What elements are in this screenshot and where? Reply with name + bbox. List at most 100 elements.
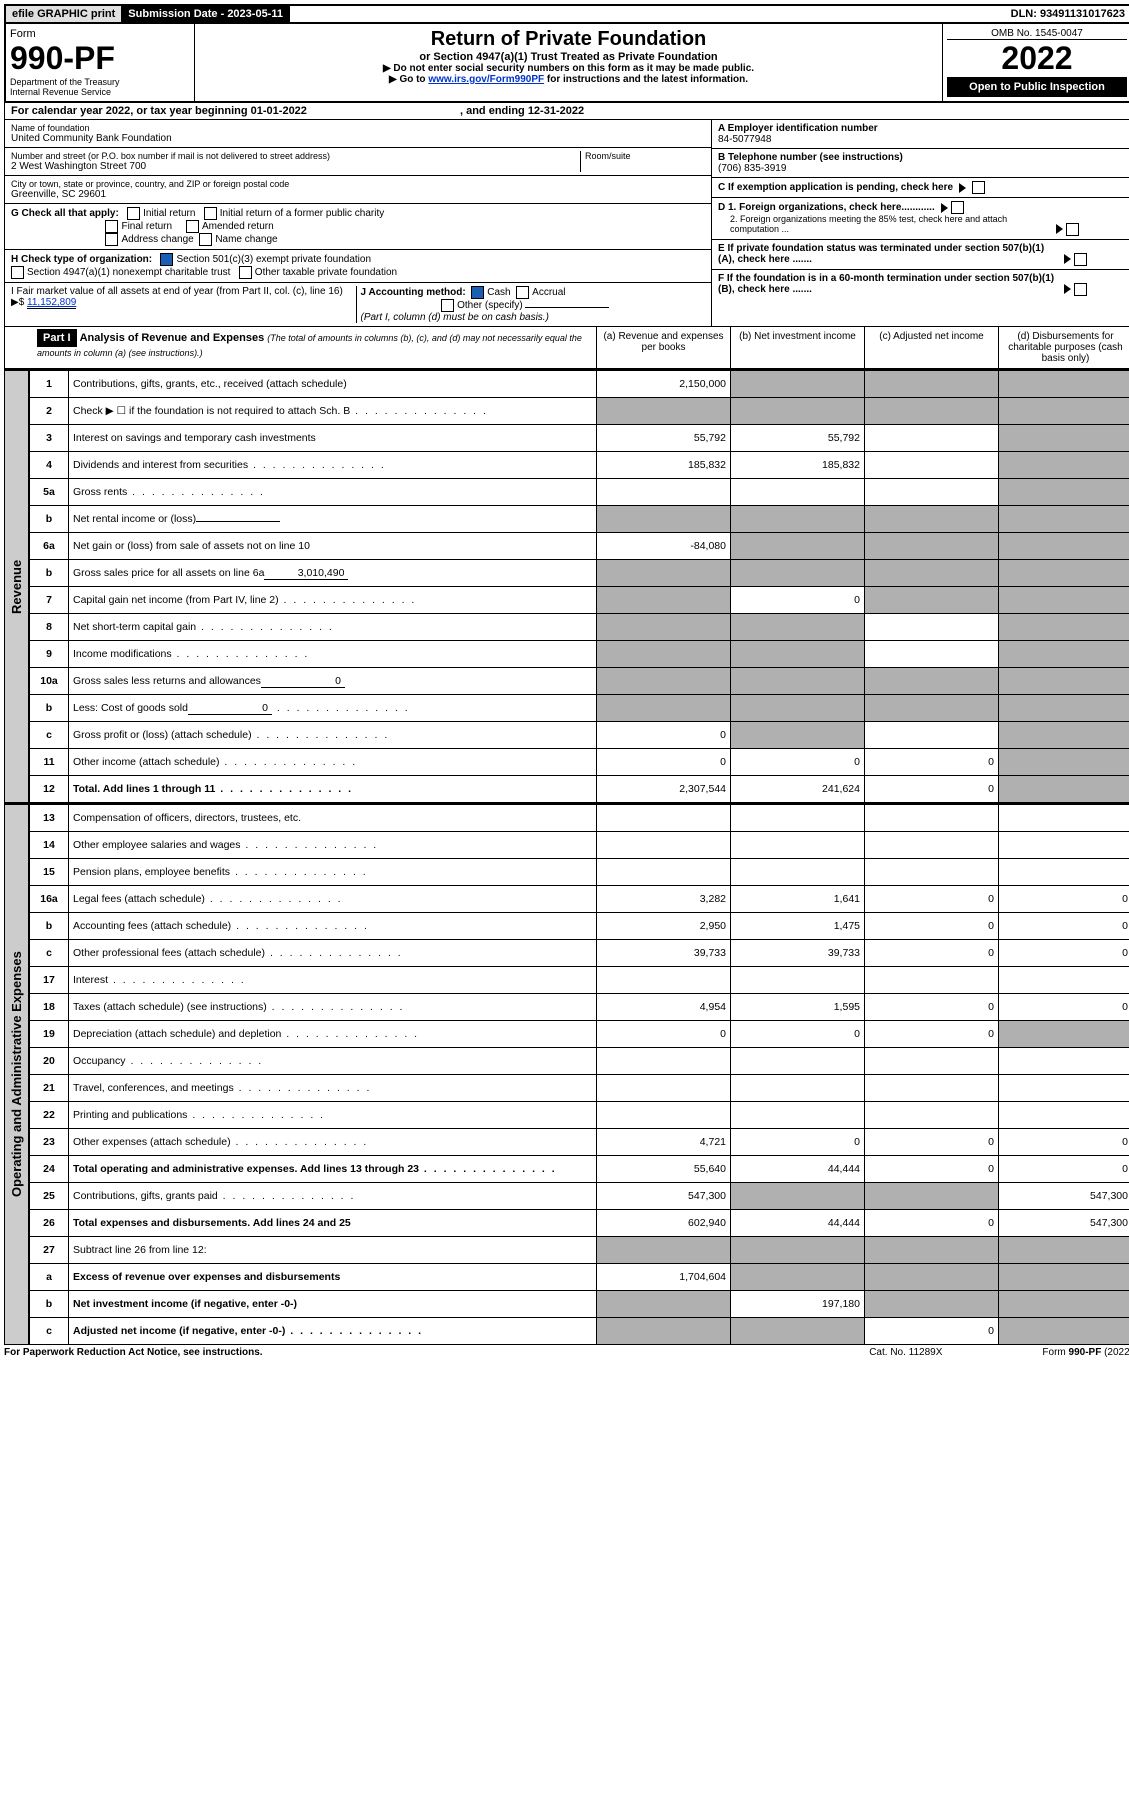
table-row: 13Compensation of officers, directors, t…	[30, 805, 1129, 832]
line-number: 25	[30, 1183, 69, 1210]
line-description: Net short-term capital gain	[69, 614, 597, 641]
c-label: C If exemption application is pending, c…	[718, 182, 953, 193]
col-d-value: 0	[999, 913, 1129, 940]
col-b-value	[731, 1102, 865, 1129]
chk-name-change[interactable]	[199, 233, 212, 246]
chk-other-taxable[interactable]	[239, 266, 252, 279]
part1-title: Analysis of Revenue and Expenses	[80, 332, 265, 344]
lbl-other-taxable: Other taxable private foundation	[255, 267, 397, 278]
col-d-value: 0	[999, 1129, 1129, 1156]
chk-cash[interactable]	[471, 286, 484, 299]
chk-final[interactable]	[105, 220, 118, 233]
table-row: 26Total expenses and disbursements. Add …	[30, 1210, 1129, 1237]
chk-e[interactable]	[1074, 253, 1087, 266]
info-right: A Employer identification number 84-5077…	[711, 120, 1129, 326]
line-description: Total operating and administrative expen…	[69, 1156, 597, 1183]
line-description: Gross rents	[69, 479, 597, 506]
col-b-value: 1,475	[731, 913, 865, 940]
lbl-amended: Amended return	[202, 221, 274, 232]
table-row: 18Taxes (attach schedule) (see instructi…	[30, 994, 1129, 1021]
col-c-value	[865, 506, 999, 533]
col-d-value	[999, 452, 1129, 479]
efile-label[interactable]: efile GRAPHIC print	[6, 6, 122, 22]
line-number: 24	[30, 1156, 69, 1183]
col-a-value: 602,940	[597, 1210, 731, 1237]
form-number: 990-PF	[10, 40, 190, 77]
col-d-value	[999, 587, 1129, 614]
chk-amended[interactable]	[186, 220, 199, 233]
col-a-value	[597, 832, 731, 859]
col-c-value	[865, 533, 999, 560]
revenue-table: 1Contributions, gifts, grants, etc., rec…	[29, 370, 1129, 803]
col-b-value	[731, 695, 865, 722]
line-description: Travel, conferences, and meetings	[69, 1075, 597, 1102]
fmv-value[interactable]: 11,152,809	[27, 297, 76, 309]
chk-d2[interactable]	[1066, 223, 1079, 236]
table-row: 10aGross sales less returns and allowanc…	[30, 668, 1129, 695]
col-b-value: 55,792	[731, 425, 865, 452]
name-cell: Name of foundation United Community Bank…	[5, 120, 711, 148]
instructions-link[interactable]: www.irs.gov/Form990PF	[428, 74, 544, 85]
line-number: 13	[30, 805, 69, 832]
chk-initial[interactable]	[127, 207, 140, 220]
chk-accrual[interactable]	[516, 286, 529, 299]
line-description: Adjusted net income (if negative, enter …	[69, 1318, 597, 1345]
other-specify-input[interactable]	[525, 307, 609, 308]
col-d-value: 547,300	[999, 1210, 1129, 1237]
lbl-initial: Initial return	[143, 208, 195, 219]
chk-d1[interactable]	[951, 201, 964, 214]
form-title: Return of Private Foundation	[199, 28, 938, 51]
note-2: ▶ Go to www.irs.gov/Form990PF for instru…	[199, 74, 938, 85]
ij-row: I Fair market value of all assets at end…	[5, 283, 711, 326]
table-row: 4Dividends and interest from securities1…	[30, 452, 1129, 479]
line-number: b	[30, 695, 69, 722]
col-d-value	[999, 967, 1129, 994]
ein-cell: A Employer identification number 84-5077…	[712, 120, 1129, 149]
col-a-value: 2,950	[597, 913, 731, 940]
top-bar: efile GRAPHIC print Submission Date - 20…	[4, 4, 1129, 24]
j-note: (Part I, column (d) must be on cash basi…	[361, 312, 549, 323]
chk-other-method[interactable]	[441, 299, 454, 312]
line-description: Capital gain net income (from Part IV, l…	[69, 587, 597, 614]
line-number: 14	[30, 832, 69, 859]
table-row: cOther professional fees (attach schedul…	[30, 940, 1129, 967]
chk-501c3[interactable]	[160, 253, 173, 266]
arrow-icon	[941, 203, 948, 213]
line-number: 12	[30, 776, 69, 803]
info-grid: Name of foundation United Community Bank…	[4, 120, 1129, 327]
arrow-icon	[1064, 284, 1071, 294]
chk-c[interactable]	[972, 181, 985, 194]
col-c-value: 0	[865, 1210, 999, 1237]
col-a-value: -84,080	[597, 533, 731, 560]
col-b-value: 1,641	[731, 886, 865, 913]
line-description: Legal fees (attach schedule)	[69, 886, 597, 913]
col-b-value	[731, 398, 865, 425]
col-c-value	[865, 695, 999, 722]
col-c-value	[865, 1102, 999, 1129]
col-c-value: 0	[865, 994, 999, 1021]
col-d-value	[999, 371, 1129, 398]
line-description: Total. Add lines 1 through 11	[69, 776, 597, 803]
chk-4947[interactable]	[11, 266, 24, 279]
col-a-value	[597, 587, 731, 614]
col-b-value: 241,624	[731, 776, 865, 803]
table-row: 9Income modifications	[30, 641, 1129, 668]
col-c-value	[865, 967, 999, 994]
col-a-value	[597, 560, 731, 587]
table-row: 16aLegal fees (attach schedule)3,2821,64…	[30, 886, 1129, 913]
chk-addr-change[interactable]	[105, 233, 118, 246]
col-c-value	[865, 1237, 999, 1264]
col-d-value: 0	[999, 886, 1129, 913]
col-a-value	[597, 668, 731, 695]
line-description: Compensation of officers, directors, tru…	[69, 805, 597, 832]
chk-f[interactable]	[1074, 283, 1087, 296]
chk-initial-former[interactable]	[204, 207, 217, 220]
table-row: 3Interest on savings and temporary cash …	[30, 425, 1129, 452]
city-label: City or town, state or province, country…	[11, 179, 705, 189]
line-number: 9	[30, 641, 69, 668]
arrow-icon	[1064, 254, 1071, 264]
col-b-value	[731, 479, 865, 506]
line-number: a	[30, 1264, 69, 1291]
lbl-other-method: Other (specify)	[457, 300, 523, 311]
addr-label: Number and street (or P.O. box number if…	[11, 151, 580, 161]
